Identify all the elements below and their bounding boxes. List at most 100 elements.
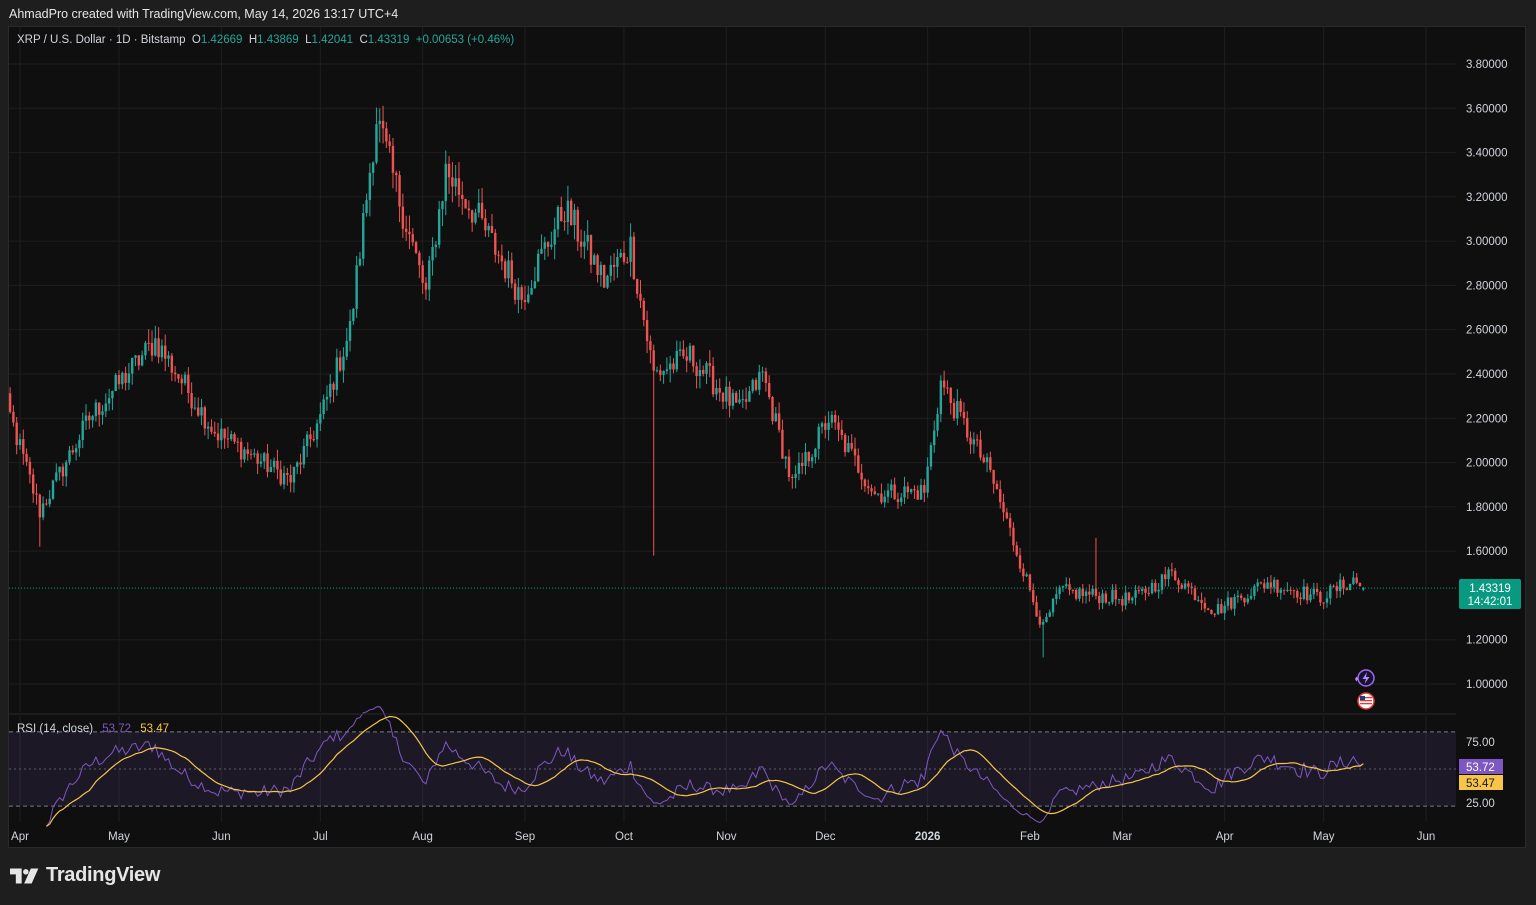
brand[interactable]: TradingView: [10, 864, 160, 887]
candle-body: [985, 457, 989, 463]
us-flag-icon[interactable]: [1357, 692, 1375, 710]
lightning-event-icon[interactable]: [1355, 669, 1375, 687]
rsi-band-fill: [9, 731, 1456, 807]
candle-body: [989, 457, 992, 470]
candle-body: [675, 350, 678, 370]
candle-body: [718, 388, 721, 393]
candle-body: [272, 460, 276, 468]
chart-frame[interactable]: [8, 26, 1526, 848]
time-tick-label: Sep: [515, 831, 535, 843]
candle-body: [441, 201, 444, 210]
candle-body: [919, 485, 923, 500]
candle-body: [263, 453, 266, 462]
candle-body: [645, 320, 649, 342]
candle-body: [926, 466, 929, 493]
candle-body: [1203, 603, 1207, 609]
rsi-line: [45, 706, 1364, 827]
candle-body: [365, 200, 368, 214]
candle-body: [1197, 599, 1200, 601]
candle-body: [216, 433, 220, 441]
candle-body: [701, 369, 705, 374]
candle-body: [708, 363, 711, 366]
candle-body: [68, 450, 71, 463]
last-price-badge[interactable]: 1.43319 14:42:01: [1459, 579, 1521, 609]
time-tick-label: Jun: [1417, 831, 1436, 843]
candle-body: [959, 401, 962, 412]
candle-body: [1058, 587, 1061, 595]
candle-body: [51, 480, 55, 499]
candle-body: [358, 258, 362, 266]
candle-body: [431, 247, 434, 261]
candle-body: [180, 378, 183, 384]
candle-body: [711, 365, 715, 395]
candle-body: [1015, 545, 1018, 556]
time-tick-label: May: [108, 831, 130, 843]
rsi-value-badge-text: 53.72: [1466, 762, 1495, 774]
candle-body: [1286, 589, 1289, 591]
rsi-legend[interactable]: RSI (14, close) 53.72 53.47: [17, 723, 169, 735]
candle-body: [1068, 584, 1071, 590]
price-tick-label: 1.00000: [1466, 679, 1508, 691]
symbol-legend[interactable]: XRP / U.S. Dollar · 1D · Bitstamp O1.426…: [17, 34, 514, 46]
candle-body: [1084, 591, 1088, 597]
rsi-value-badge: 53.72: [1459, 759, 1503, 774]
price-tick-label: 1.80000: [1466, 502, 1508, 514]
candle-body: [1332, 585, 1335, 587]
candle-body: [1289, 589, 1292, 591]
candle-body: [94, 402, 98, 417]
candle-body: [741, 399, 745, 401]
price-tick-label: 1.60000: [1466, 546, 1508, 558]
time-tick-label: Apr: [11, 831, 29, 843]
candle-body: [678, 349, 682, 351]
candle-body: [8, 393, 12, 412]
candle-body: [1302, 586, 1306, 599]
time-tick-label: Mar: [1112, 831, 1132, 843]
candle-body: [1342, 579, 1345, 589]
candle-body: [193, 407, 197, 409]
candle-body: [517, 287, 520, 300]
candle-body: [698, 369, 702, 377]
candle-body: [84, 415, 88, 421]
candle-body: [781, 429, 784, 459]
candle-body: [639, 293, 642, 301]
time-tick-label: Aug: [412, 831, 432, 843]
candle-body: [398, 175, 401, 207]
candle-body: [1187, 583, 1190, 587]
candle-body: [332, 383, 335, 390]
rsi-ma-badge: 53.47: [1459, 775, 1503, 790]
candle-body: [104, 403, 108, 412]
candle-body: [286, 473, 289, 475]
candle-body: [744, 399, 748, 402]
candle-body: [15, 422, 18, 446]
candle-body: [1002, 502, 1005, 513]
candle-body: [622, 252, 626, 262]
candle-body: [715, 388, 718, 395]
low-value: 1.42041: [311, 34, 354, 46]
candle-body: [45, 503, 48, 505]
candle-body: [655, 370, 659, 372]
symbol-title: XRP / U.S. Dollar · 1D · Bitstamp: [17, 34, 186, 46]
candle-body: [1101, 593, 1104, 604]
candle-body: [401, 206, 405, 229]
candle-body: [134, 355, 137, 358]
rsi-lower-label: 25.00: [1466, 798, 1495, 810]
candle-body: [1111, 589, 1114, 603]
candle-body: [1121, 599, 1124, 606]
candle-body: [1131, 597, 1134, 601]
candle-body: [1035, 602, 1038, 617]
candle-body: [1190, 586, 1193, 589]
candle-body: [754, 379, 758, 390]
candle-body: [867, 486, 870, 489]
candle-body: [1226, 597, 1230, 606]
candle-body: [319, 414, 322, 424]
candle-body: [876, 493, 880, 495]
candle-body: [956, 401, 959, 419]
candle-body: [1038, 616, 1042, 625]
candle-body: [48, 498, 51, 505]
candle-body: [404, 228, 408, 232]
candle-body: [777, 413, 781, 430]
price-axis: 3.80000 3.60000 3.40000 3.20000 3.00000 2.800…: [1466, 59, 1508, 691]
candle-body: [1173, 570, 1177, 581]
candle-body: [1239, 595, 1243, 598]
